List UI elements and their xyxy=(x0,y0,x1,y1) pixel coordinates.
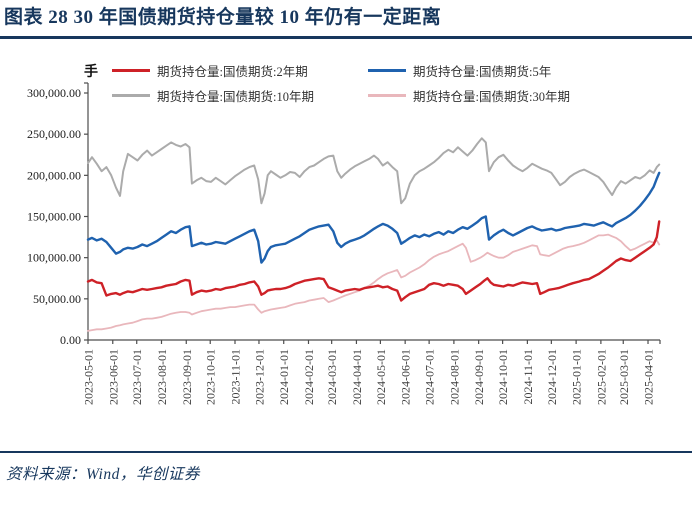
series-line-1 xyxy=(86,171,661,264)
y-tick-label: 150,000.00 xyxy=(27,209,81,223)
y-tick-label: 300,000.00 xyxy=(27,86,81,100)
x-tick-label: 2025-04-01 xyxy=(642,349,656,405)
series-line-0 xyxy=(86,219,661,302)
x-tick-label: 2024-02-01 xyxy=(302,349,316,405)
x-tick-label: 2024-06-01 xyxy=(399,349,413,405)
legend-line-2y-icon xyxy=(112,68,150,72)
chart-area: 手 期货持仓量:国债期货:2年期 期货持仓量:国债期货:5年 期货持仓量:国债期… xyxy=(0,38,692,451)
x-tick-label: 2023-12-01 xyxy=(252,349,266,405)
x-tick-label: 2024-10-01 xyxy=(496,349,510,405)
x-tick-label: 2023-09-01 xyxy=(180,349,194,405)
x-tick-label: 2024-03-01 xyxy=(325,349,339,405)
legend-label-30y: 期货持仓量:国债期货:30年期 xyxy=(413,89,570,104)
legend-label-2y: 期货持仓量:国债期货:2年期 xyxy=(157,64,308,79)
footer-divider xyxy=(0,450,692,453)
x-tick-label: 2023-06-01 xyxy=(106,349,120,405)
x-tick-label: 2023-10-01 xyxy=(204,349,218,405)
y-axis-unit-label: 手 xyxy=(84,64,98,80)
legend-label-10y: 期货持仓量:国债期货:10年期 xyxy=(157,89,314,104)
legend-item-2y: 期货持仓量:国债期货:2年期 xyxy=(112,61,308,80)
x-tick-label: 2024-09-01 xyxy=(472,349,486,405)
x-tick-label: 2025-02-01 xyxy=(594,349,608,405)
x-tick-label: 2023-05-01 xyxy=(82,349,96,405)
x-tick-label: 2024-04-01 xyxy=(350,349,364,405)
series-line-2 xyxy=(87,137,661,205)
x-tick-label: 2025-01-01 xyxy=(570,349,584,405)
x-tick-label: 2024-01-01 xyxy=(277,349,291,405)
legend-item-30y: 期货持仓量:国债期货:30年期 xyxy=(368,86,570,105)
legend-label-5y: 期货持仓量:国债期货:5年 xyxy=(413,64,552,79)
x-tick-label: 2023-11-01 xyxy=(228,349,242,405)
legend-item-5y: 期货持仓量:国债期货:5年 xyxy=(368,61,551,80)
y-tick-label: 50,000.00 xyxy=(33,292,81,306)
x-tick-label: 2024-11-01 xyxy=(521,349,535,405)
figure-title: 图表 28 30 年国债期货持仓量较 10 年仍有一定距离 xyxy=(4,7,442,28)
y-tick-label: 250,000.00 xyxy=(27,127,81,141)
x-tick-label: 2024-12-01 xyxy=(545,349,559,405)
x-tick-label: 2024-05-01 xyxy=(374,349,388,405)
y-tick-label: 0.00 xyxy=(60,333,81,347)
x-tick-label: 2024-07-01 xyxy=(423,349,437,405)
source-note: 资料来源：Wind，华创证券 xyxy=(6,465,200,483)
x-tick-label: 2024-08-01 xyxy=(447,349,461,405)
legend-line-10y-icon xyxy=(112,93,150,97)
y-tick-label: 100,000.00 xyxy=(27,250,81,264)
x-tick-label: 2023-07-01 xyxy=(130,349,144,405)
legend-item-10y: 期货持仓量:国债期货:10年期 xyxy=(112,86,314,105)
series-line-3 xyxy=(87,233,661,332)
y-tick-label: 200,000.00 xyxy=(27,168,81,182)
line-chart-plot: 0.00 50,000.00 100,000.00 150,000.00 200,000… xyxy=(27,82,661,405)
x-tick-label: 2025-03-01 xyxy=(617,349,631,405)
title-divider xyxy=(0,35,692,39)
legend-line-30y-icon xyxy=(368,93,406,97)
legend-line-5y-icon xyxy=(368,68,406,72)
x-tick-label: 2023-08-01 xyxy=(155,349,169,405)
